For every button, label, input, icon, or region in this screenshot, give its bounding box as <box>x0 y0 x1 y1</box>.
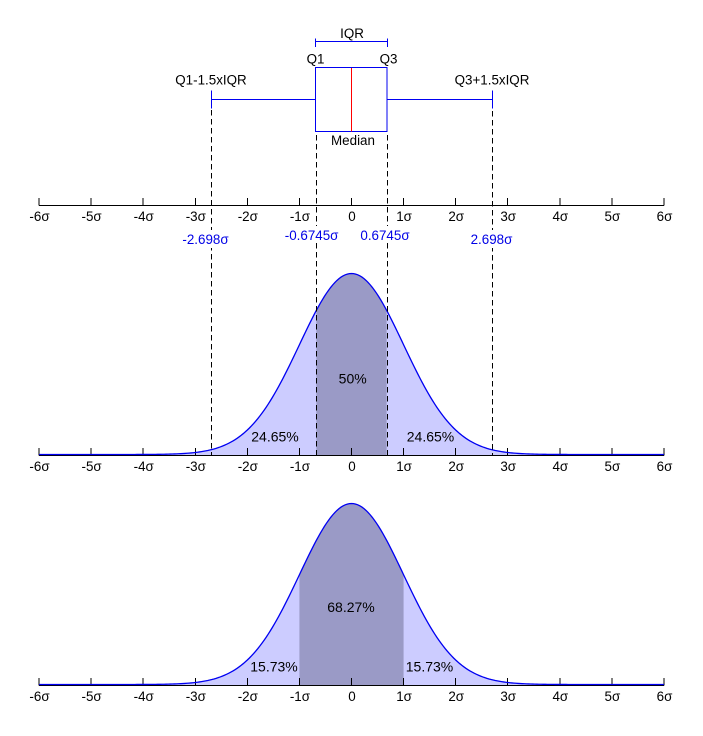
svg-text:6σ: 6σ <box>657 689 673 704</box>
svg-text:-1σ: -1σ <box>290 209 311 224</box>
svg-text:1σ: 1σ <box>396 209 412 224</box>
svg-text:4σ: 4σ <box>552 209 568 224</box>
svg-text:-5σ: -5σ <box>82 209 103 224</box>
svg-text:-3σ: -3σ <box>186 459 207 474</box>
svg-text:IQR: IQR <box>340 26 364 41</box>
svg-text:24.65%: 24.65% <box>251 429 298 445</box>
svg-text:4σ: 4σ <box>552 459 568 474</box>
svg-text:-0.6745σ: -0.6745σ <box>285 228 339 243</box>
svg-text:2σ: 2σ <box>448 209 464 224</box>
svg-text:5σ: 5σ <box>605 459 621 474</box>
svg-text:-5σ: -5σ <box>82 689 103 704</box>
svg-text:0: 0 <box>348 209 355 224</box>
svg-text:3σ: 3σ <box>500 459 516 474</box>
svg-text:-3σ: -3σ <box>186 209 207 224</box>
svg-text:Q1-1.5xIQR: Q1-1.5xIQR <box>175 72 247 87</box>
svg-text:2σ: 2σ <box>448 459 464 474</box>
svg-text:Median: Median <box>331 133 375 148</box>
svg-text:-5σ: -5σ <box>82 459 103 474</box>
svg-text:Q3: Q3 <box>380 52 398 67</box>
svg-text:Q3+1.5xIQR: Q3+1.5xIQR <box>455 72 530 87</box>
svg-text:24.65%: 24.65% <box>407 429 454 445</box>
svg-text:-2σ: -2σ <box>238 689 259 704</box>
svg-text:1σ: 1σ <box>396 689 412 704</box>
svg-text:15.73%: 15.73% <box>250 659 297 675</box>
svg-text:15.73%: 15.73% <box>406 659 453 675</box>
svg-text:4σ: 4σ <box>552 689 568 704</box>
svg-text:6σ: 6σ <box>657 209 673 224</box>
svg-text:50%: 50% <box>339 370 367 386</box>
svg-text:-4σ: -4σ <box>134 209 155 224</box>
svg-text:5σ: 5σ <box>605 209 621 224</box>
svg-text:-3σ: -3σ <box>186 689 207 704</box>
svg-text:6σ: 6σ <box>657 459 673 474</box>
svg-text:-2σ: -2σ <box>238 209 259 224</box>
svg-text:-6σ: -6σ <box>29 459 50 474</box>
svg-text:3σ: 3σ <box>500 689 516 704</box>
svg-text:3σ: 3σ <box>500 209 516 224</box>
svg-text:-1σ: -1σ <box>290 689 311 704</box>
svg-text:-6σ: -6σ <box>29 689 50 704</box>
svg-text:5σ: 5σ <box>605 689 621 704</box>
svg-text:2σ: 2σ <box>448 689 464 704</box>
svg-text:-4σ: -4σ <box>134 459 155 474</box>
svg-text:-1σ: -1σ <box>290 459 311 474</box>
svg-text:0.6745σ: 0.6745σ <box>360 228 410 243</box>
svg-text:-6σ: -6σ <box>29 209 50 224</box>
svg-text:-2σ: -2σ <box>238 459 259 474</box>
svg-text:1σ: 1σ <box>396 459 412 474</box>
svg-text:Q1: Q1 <box>307 52 325 67</box>
svg-text:2.698σ: 2.698σ <box>471 232 514 247</box>
svg-text:0: 0 <box>348 689 355 704</box>
svg-text:-4σ: -4σ <box>134 689 155 704</box>
svg-text:68.27%: 68.27% <box>327 599 374 615</box>
svg-text:-2.698σ: -2.698σ <box>182 232 229 247</box>
svg-text:0: 0 <box>348 459 355 474</box>
